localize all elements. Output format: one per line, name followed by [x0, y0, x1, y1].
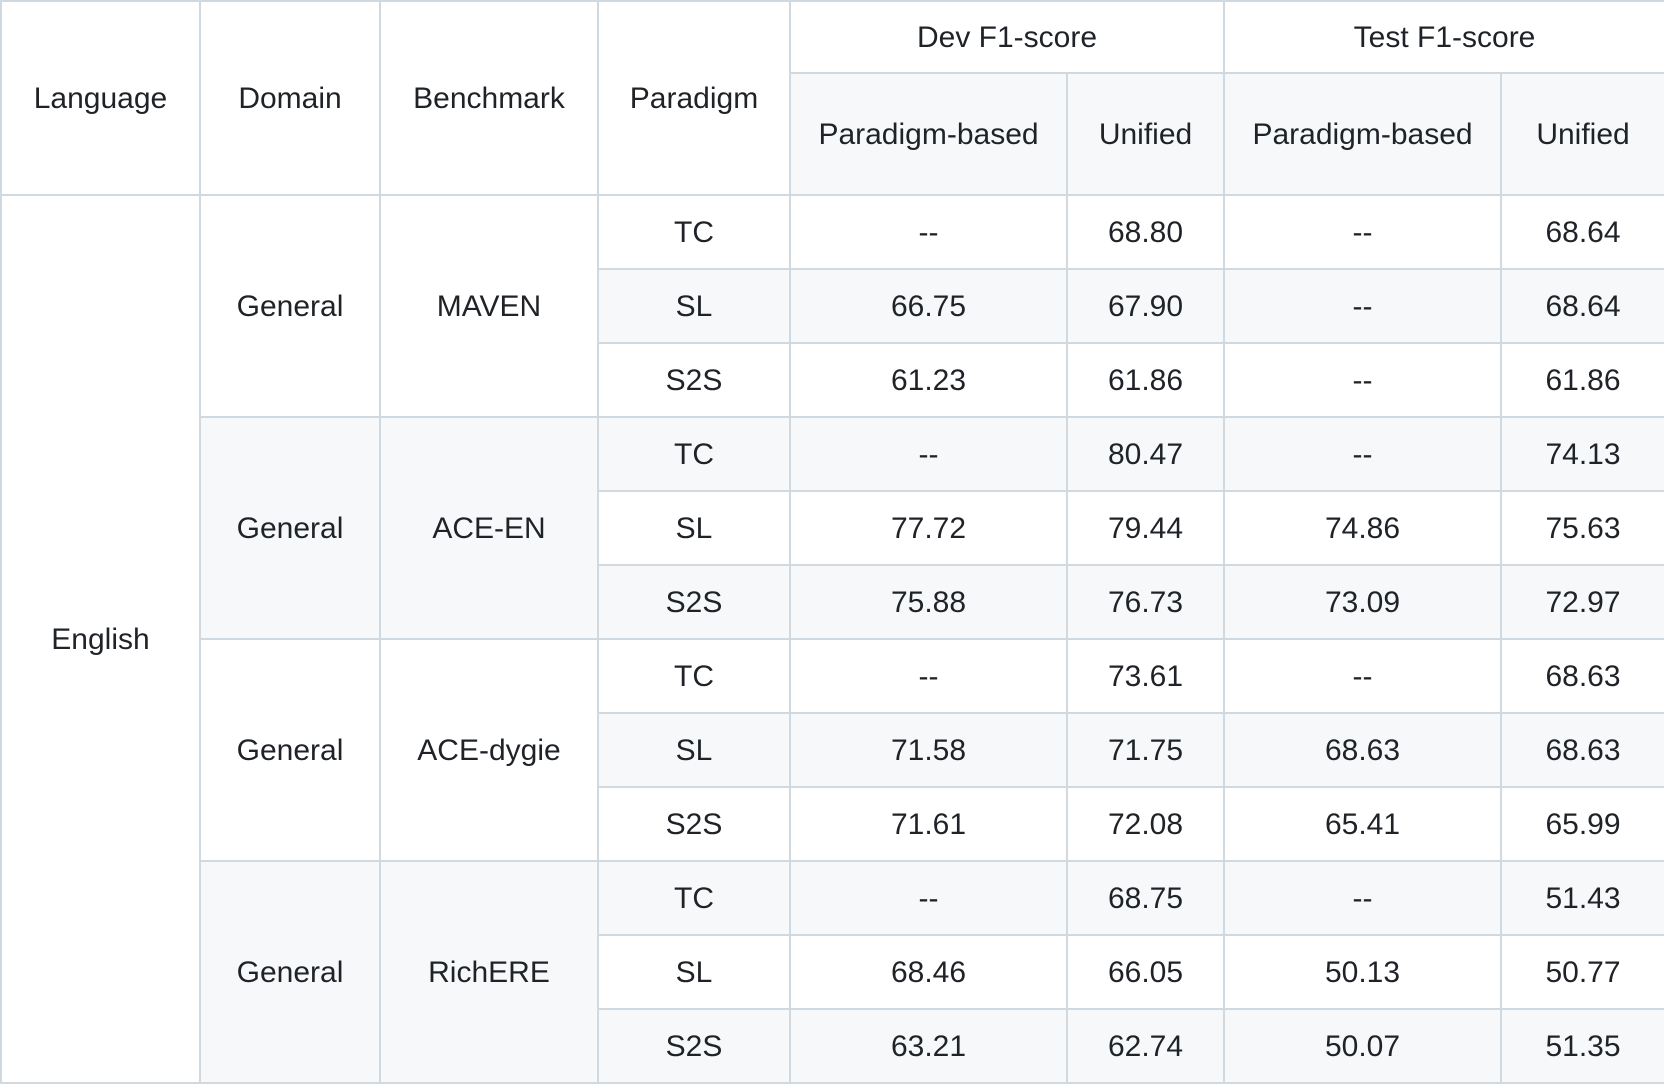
- header-paradigm: Paradigm: [597, 0, 791, 196]
- header-test-f1-score: Test F1-score: [1223, 0, 1664, 74]
- test-paradigm-based-cell: 50.13: [1223, 934, 1503, 1010]
- test-paradigm-based-cell: --: [1223, 416, 1503, 492]
- test-unified-cell: 51.43: [1500, 860, 1664, 936]
- table-row: S2S 71.61 72.08 65.41 65.99: [1, 786, 1664, 862]
- benchmark-cell: RichERE: [379, 860, 599, 1084]
- table-row: SL 68.46 66.05 50.13 50.77: [1, 934, 1664, 1010]
- dev-unified-cell: 80.47: [1065, 416, 1226, 492]
- dev-paradigm-based-cell: --: [789, 638, 1068, 714]
- dev-paradigm-based-cell: --: [789, 860, 1068, 936]
- header-test-unified: Unified: [1500, 72, 1664, 196]
- test-paradigm-based-cell: --: [1223, 638, 1503, 714]
- header-row-subcolumns: Paradigm-based Unified Paradigm-based Un…: [1, 72, 1664, 196]
- header-domain: Domain: [199, 0, 381, 196]
- domain-cell: General: [199, 194, 381, 418]
- header-dev-paradigm-based: Paradigm-based: [789, 72, 1068, 196]
- test-unified-cell: 68.63: [1500, 638, 1664, 714]
- paradigm-cell: SL: [597, 268, 791, 344]
- table-row: General ACE-EN TC -- 80.47 -- 74.13: [1, 416, 1664, 640]
- table-row: S2S 63.21 62.74 50.07 51.35: [1, 1008, 1664, 1084]
- test-unified-cell: 68.64: [1500, 268, 1664, 344]
- dev-paradigm-based-cell: 71.61: [789, 786, 1068, 862]
- dev-unified-cell: 71.75: [1065, 712, 1226, 788]
- header-dev-f1-score: Dev F1-score: [788, 0, 1226, 74]
- test-paradigm-based-cell: --: [1223, 194, 1503, 270]
- dev-unified-cell: 66.05: [1065, 934, 1226, 1010]
- dev-unified-cell: 67.90: [1065, 268, 1226, 344]
- header-language: Language: [0, 0, 201, 196]
- domain-cell: General: [199, 860, 381, 1084]
- paradigm-cell: S2S: [597, 342, 791, 418]
- test-paradigm-based-cell: 74.86: [1223, 490, 1503, 566]
- test-paradigm-based-cell: --: [1223, 860, 1503, 936]
- dev-unified-cell: 79.44: [1065, 490, 1226, 566]
- test-paradigm-based-cell: 65.41: [1223, 786, 1503, 862]
- test-unified-cell: 68.64: [1500, 194, 1664, 270]
- test-paradigm-based-cell: --: [1223, 342, 1503, 418]
- dev-paradigm-based-cell: 61.23: [789, 342, 1068, 418]
- paradigm-cell: TC: [597, 416, 791, 492]
- test-unified-cell: 72.97: [1500, 564, 1664, 640]
- benchmark-cell: ACE-EN: [379, 416, 599, 640]
- paradigm-cell: SL: [597, 490, 791, 566]
- test-unified-cell: 61.86: [1500, 342, 1664, 418]
- paradigm-cell: TC: [597, 638, 791, 714]
- test-unified-cell: 65.99: [1500, 786, 1664, 862]
- domain-cell: General: [199, 638, 381, 862]
- dev-unified-cell: 68.80: [1065, 194, 1226, 270]
- header-dev-unified: Unified: [1065, 72, 1226, 196]
- paradigm-cell: S2S: [597, 786, 791, 862]
- header-test-paradigm-based: Paradigm-based: [1223, 72, 1503, 196]
- table-row: English General MAVEN TC -- 68.80 -- 68.64: [0, 194, 1664, 1084]
- benchmark-cell: ACE-dygie: [379, 638, 599, 862]
- dev-unified-cell: 68.75: [1065, 860, 1226, 936]
- paradigm-cell: S2S: [597, 564, 791, 640]
- test-unified-cell: 51.35: [1500, 1008, 1664, 1084]
- dev-paradigm-based-cell: 71.58: [789, 712, 1068, 788]
- header-row-groups: Language Domain Benchmark Paradigm Dev F…: [0, 0, 1664, 196]
- dev-unified-cell: 62.74: [1065, 1008, 1226, 1084]
- test-paradigm-based-cell: 50.07: [1223, 1008, 1503, 1084]
- test-paradigm-based-cell: 68.63: [1223, 712, 1503, 788]
- paradigm-cell: S2S: [597, 1008, 791, 1084]
- table-row: SL 77.72 79.44 74.86 75.63: [1, 490, 1664, 566]
- table-header: Language Domain Benchmark Paradigm Dev F…: [0, 0, 1664, 196]
- paradigm-cell: TC: [597, 860, 791, 936]
- test-unified-cell: 74.13: [1500, 416, 1664, 492]
- test-unified-cell: 75.63: [1500, 490, 1664, 566]
- header-benchmark: Benchmark: [379, 0, 599, 196]
- dev-paradigm-based-cell: --: [789, 194, 1068, 270]
- paradigm-cell: SL: [597, 934, 791, 1010]
- table-row: SL 71.58 71.75 68.63 68.63: [1, 712, 1664, 788]
- dev-unified-cell: 61.86: [1065, 342, 1226, 418]
- dev-unified-cell: 76.73: [1065, 564, 1226, 640]
- dev-paradigm-based-cell: 68.46: [789, 934, 1068, 1010]
- dev-paradigm-based-cell: 63.21: [789, 1008, 1068, 1084]
- dev-paradigm-based-cell: 77.72: [789, 490, 1068, 566]
- table-row: S2S 75.88 76.73 73.09 72.97: [1, 564, 1664, 640]
- table-body: English General MAVEN TC -- 68.80 -- 68.64 SL 66.…: [0, 194, 1664, 1084]
- paradigm-cell: SL: [597, 712, 791, 788]
- dev-paradigm-based-cell: 75.88: [789, 564, 1068, 640]
- dev-paradigm-based-cell: --: [789, 416, 1068, 492]
- table-row: General RichERE TC -- 68.75 -- 51.43: [1, 860, 1664, 1084]
- dev-paradigm-based-cell: 66.75: [789, 268, 1068, 344]
- dev-unified-cell: 73.61: [1065, 638, 1226, 714]
- dev-unified-cell: 72.08: [1065, 786, 1226, 862]
- language-cell: English: [0, 194, 201, 1084]
- benchmark-cell: MAVEN: [379, 194, 599, 418]
- domain-cell: General: [199, 416, 381, 640]
- table-row: SL 66.75 67.90 -- 68.64: [1, 268, 1664, 344]
- test-paradigm-based-cell: 73.09: [1223, 564, 1503, 640]
- test-unified-cell: 50.77: [1500, 934, 1664, 1010]
- table-row: General ACE-dygie TC -- 73.61 -- 68.63: [1, 638, 1664, 862]
- test-paradigm-based-cell: --: [1223, 268, 1503, 344]
- paradigm-cell: TC: [597, 194, 791, 270]
- test-unified-cell: 68.63: [1500, 712, 1664, 788]
